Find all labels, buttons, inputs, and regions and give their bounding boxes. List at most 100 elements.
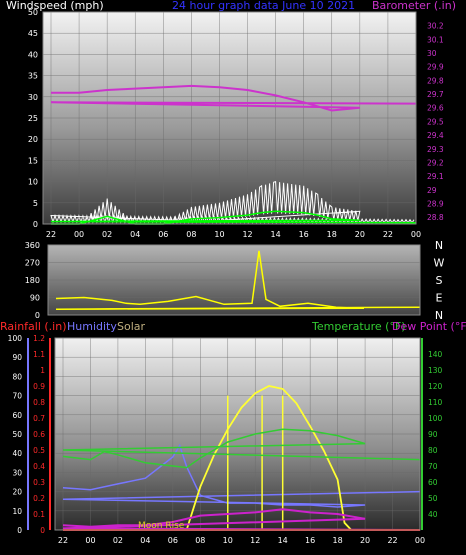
rainfall-tick: 0.7 bbox=[33, 414, 45, 423]
x-tick-label: 00 bbox=[411, 230, 421, 239]
windspeed-tick: 0 bbox=[33, 220, 38, 229]
barometer-tick: 29.9 bbox=[427, 63, 444, 72]
wind-direction-line bbox=[55, 250, 421, 310]
x-tick-label: 20 bbox=[360, 536, 370, 545]
x-tick-label: 10 bbox=[214, 230, 224, 239]
humidity-tick: 50 bbox=[12, 430, 22, 439]
solar-label: Solar bbox=[117, 320, 146, 333]
rainfall-tick: 0.2 bbox=[33, 494, 45, 503]
x-tick-label: 22 bbox=[58, 536, 68, 545]
temperature-axis-title: Temperature (°F) bbox=[311, 320, 406, 333]
rainfall-tick: 1.2 bbox=[33, 334, 45, 343]
barometer-tick: 29.3 bbox=[427, 145, 444, 154]
barometer-axis: 28.8 28.9 29 29.1 29.2 29.3 29.4 29.5 29.6 29.7 29… bbox=[427, 22, 444, 222]
barometer-line bbox=[50, 84, 417, 112]
x-tick-label: 00 bbox=[74, 230, 84, 239]
windspeed-axis: 0 5 10 15 20 25 30 35 40 45 50 bbox=[28, 8, 38, 229]
rainfall-tick: 0.9 bbox=[33, 382, 45, 391]
barometer-tick: 29.1 bbox=[427, 172, 444, 181]
windspeed-tick: 10 bbox=[28, 178, 38, 187]
windspeed-tick: 50 bbox=[28, 8, 38, 17]
dewpoint-line bbox=[62, 508, 421, 531]
x-tick-label: 06 bbox=[168, 536, 178, 545]
x-tick-label: 16 bbox=[299, 230, 309, 239]
windspeed-tick: 45 bbox=[28, 29, 38, 38]
x-tick-label: 14 bbox=[271, 230, 281, 239]
windspeed-average-line bbox=[50, 210, 417, 225]
x-tick-label: 12 bbox=[250, 536, 260, 545]
direction-tick: 180 bbox=[25, 276, 40, 285]
rainfall-tick: 0.3 bbox=[33, 478, 45, 487]
x-tick-label: 22 bbox=[387, 536, 397, 545]
temperature-tick: 120 bbox=[428, 382, 443, 391]
temperature-tick: 40 bbox=[428, 510, 438, 519]
barometer-tick: 29.7 bbox=[427, 90, 444, 99]
barometer-tick: 30.1 bbox=[427, 35, 444, 44]
humidity-tick: 20 bbox=[12, 488, 22, 497]
humidity-tick: 60 bbox=[12, 411, 22, 420]
x-tick-label: 14 bbox=[278, 536, 288, 545]
temperature-tick: 130 bbox=[428, 366, 443, 375]
x-tick-label: 04 bbox=[130, 230, 140, 239]
windspeed-tick: 35 bbox=[28, 72, 38, 81]
humidity-tick: 0 bbox=[17, 526, 22, 535]
direction-panel-series bbox=[55, 250, 421, 310]
barometer-tick: 29.6 bbox=[427, 104, 444, 113]
humidity-tick: 90 bbox=[12, 353, 22, 362]
rainfall-axis: 0 0.1 0.2 0.3 0.4 0.5 0.6 0.7 0.8 0.9 1 1.1 1.2 bbox=[33, 334, 51, 535]
x-tick-label: 18 bbox=[333, 536, 343, 545]
dewpoint-axis-title: Dew Point (°F) bbox=[392, 320, 466, 333]
x-tick-label: 02 bbox=[102, 230, 112, 239]
direction-degree-axis: 0 90 180 270 360 bbox=[25, 241, 40, 320]
compass-label: E bbox=[436, 292, 443, 305]
temperature-tick: 140 bbox=[428, 350, 443, 359]
direction-tick: 270 bbox=[25, 259, 40, 268]
x-tick-label: 20 bbox=[355, 230, 365, 239]
barometer-tick: 30.2 bbox=[427, 22, 444, 31]
barometer-axis-title: Barometer (.in) bbox=[372, 0, 456, 12]
temp-panel-frame bbox=[54, 337, 421, 531]
humidity-tick: 100 bbox=[8, 334, 23, 343]
x-tick-label: 08 bbox=[195, 536, 205, 545]
x-tick-label: 02 bbox=[113, 536, 123, 545]
direction-tick: 0 bbox=[35, 311, 40, 320]
chart-title: 24 hour graph data June 10 2021 bbox=[172, 0, 355, 12]
rainfall-tick: 1 bbox=[40, 366, 45, 375]
windspeed-tick: 30 bbox=[28, 93, 38, 102]
rainfall-tick: 0.5 bbox=[33, 446, 45, 455]
humidity-axis: 0 10 20 30 40 50 60 70 80 90 100 bbox=[8, 334, 29, 535]
x-tick-label: 16 bbox=[305, 536, 315, 545]
compass-label: W bbox=[434, 257, 445, 270]
barometer-tick: 29.4 bbox=[427, 131, 444, 140]
temperature-tick: 60 bbox=[428, 478, 438, 487]
temp-time-axis: 22 00 02 04 06 08 10 12 14 16 18 20 22 00 bbox=[58, 536, 425, 545]
humidity-tick: 30 bbox=[12, 468, 22, 477]
solar-line bbox=[63, 385, 420, 531]
moon-rise-label: Moon Rise bbox=[138, 521, 185, 531]
barometer-tick: 29.5 bbox=[427, 117, 444, 126]
windspeed-tick: 25 bbox=[28, 114, 38, 123]
direction-tick: 360 bbox=[25, 241, 40, 250]
barometer-tick: 30 bbox=[427, 49, 437, 58]
rainfall-tick: 0.6 bbox=[33, 430, 45, 439]
barometer-tick: 29.2 bbox=[427, 158, 444, 167]
temperature-tick: 90 bbox=[428, 430, 438, 439]
direction-panel-frame bbox=[47, 244, 421, 316]
rainfall-tick: 0 bbox=[40, 526, 45, 535]
barometer-tick: 28.9 bbox=[427, 199, 444, 208]
temperature-tick: 100 bbox=[428, 414, 443, 423]
barometer-tick: 29.8 bbox=[427, 76, 444, 85]
rainfall-tick: 0.1 bbox=[33, 510, 45, 519]
x-tick-label: 12 bbox=[242, 230, 252, 239]
rainfall-axis-title: Rainfall (.in) bbox=[0, 320, 67, 333]
wind-time-axis: 22 00 02 04 06 08 10 12 14 16 18 20 22 00 bbox=[46, 230, 421, 239]
x-tick-label: 04 bbox=[140, 536, 150, 545]
compass-label: N bbox=[435, 309, 443, 322]
x-tick-label: 18 bbox=[327, 230, 337, 239]
temperature-line bbox=[62, 428, 421, 469]
windspeed-tick: 15 bbox=[28, 156, 38, 165]
rainfall-tick: 1.1 bbox=[33, 350, 45, 359]
x-tick-label: 22 bbox=[383, 230, 393, 239]
